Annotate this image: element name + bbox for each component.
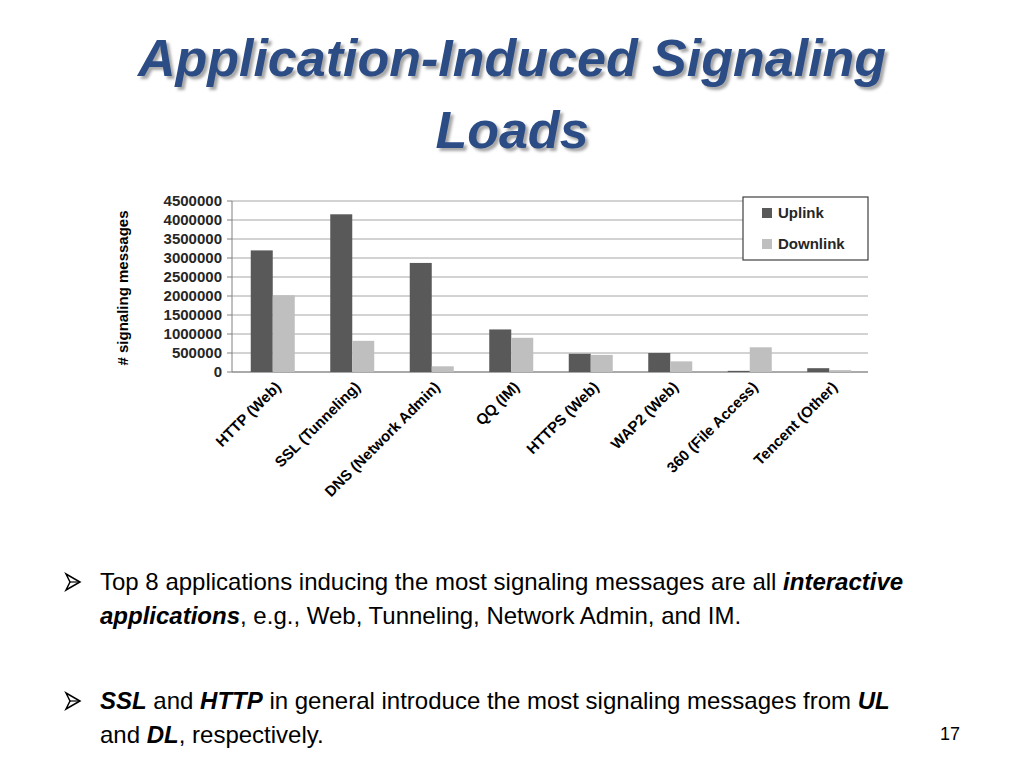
bar xyxy=(352,341,374,372)
tick-mark xyxy=(227,258,232,259)
bullet-text: and xyxy=(147,687,200,714)
bar xyxy=(251,250,273,372)
page-number: 17 xyxy=(930,724,970,745)
tick-label: 2500000 xyxy=(164,268,222,285)
category-label: QQ (IM) xyxy=(472,378,522,428)
tick-mark xyxy=(227,220,232,221)
tick-mark xyxy=(227,372,232,373)
category-label: 360 (File Access) xyxy=(663,378,761,476)
bar xyxy=(750,347,772,372)
bullet-arrow xyxy=(66,574,80,590)
bar xyxy=(489,329,511,372)
grid-line xyxy=(232,296,868,297)
bar xyxy=(807,368,829,372)
tick-mark xyxy=(227,334,232,335)
category-label: Tencent (Other) xyxy=(750,378,840,468)
bullet: SSL and HTTP in general introduce the mo… xyxy=(100,684,930,752)
axis-label: # signaling messages xyxy=(114,210,131,365)
bullet: Top 8 applications inducing the most sig… xyxy=(100,565,930,633)
category-label: DNS (Network Admin) xyxy=(321,378,443,500)
emphasis-text: HTTP xyxy=(200,687,263,714)
bullet-text: Top 8 applications inducing the most sig… xyxy=(100,568,783,595)
x-axis xyxy=(232,372,868,373)
grid-line xyxy=(232,334,868,335)
tick-label: 2000000 xyxy=(164,287,222,304)
legend-swatch xyxy=(762,239,772,249)
tick-mark xyxy=(227,239,232,240)
chart: 0 500000 1000000 1500000 2000000 2500000 30000… xyxy=(0,0,1024,768)
bar xyxy=(432,366,454,372)
bar xyxy=(728,371,750,372)
bullet-arrow xyxy=(70,700,80,701)
bar xyxy=(670,361,692,372)
legend-swatch xyxy=(762,208,772,218)
category-label: HTTPS (Web) xyxy=(523,378,602,457)
bullet-text: , e.g., Web, Tunneling, Network Admin, a… xyxy=(240,602,741,629)
category-label: WAP2 (Web) xyxy=(607,378,681,452)
bar xyxy=(273,295,295,372)
category-label: SSL (Tunneling) xyxy=(271,378,363,470)
bar xyxy=(569,354,591,372)
tick-mark xyxy=(227,315,232,316)
tick-mark xyxy=(227,201,232,202)
tick-mark xyxy=(227,296,232,297)
bar xyxy=(511,338,533,372)
legend-box xyxy=(743,197,868,260)
bullet-text: in general introduce the most signaling … xyxy=(263,687,858,714)
y-axis xyxy=(232,201,233,372)
emphasis-text: SSL xyxy=(100,687,147,714)
tick-label: 4000000 xyxy=(164,211,222,228)
bar xyxy=(330,214,352,372)
category-label: HTTP (Web) xyxy=(212,378,284,450)
tick-label: 1000000 xyxy=(164,325,222,342)
bullet-arrow xyxy=(66,693,80,709)
tick-mark xyxy=(227,353,232,354)
bar xyxy=(829,370,851,372)
bullet-text: and xyxy=(100,721,147,748)
tick-mark xyxy=(227,277,232,278)
tick-label: 500000 xyxy=(172,344,222,361)
tick-label: 3000000 xyxy=(164,249,222,266)
legend: Uplink Downlink xyxy=(743,197,868,260)
bar xyxy=(591,355,613,372)
bar xyxy=(648,353,670,372)
bullet-arrow xyxy=(70,581,80,582)
grid-line xyxy=(232,315,868,316)
bar xyxy=(410,263,432,372)
grid-line xyxy=(232,353,868,354)
tick-label: 3500000 xyxy=(164,230,222,247)
legend-label: Uplink xyxy=(778,204,824,221)
grid-line xyxy=(232,372,868,373)
emphasis-text: DL xyxy=(147,721,179,748)
slide-title: Application-Induced Signaling Loads xyxy=(62,22,962,166)
emphasis-text: UL xyxy=(858,687,890,714)
tick-label: 1500000 xyxy=(164,306,222,323)
bullet-text: , respectively. xyxy=(179,721,324,748)
tick-label: 0 xyxy=(214,363,222,380)
tick-label: 4500000 xyxy=(164,192,222,209)
grid-line xyxy=(232,277,868,278)
legend-label: Downlink xyxy=(778,235,845,252)
